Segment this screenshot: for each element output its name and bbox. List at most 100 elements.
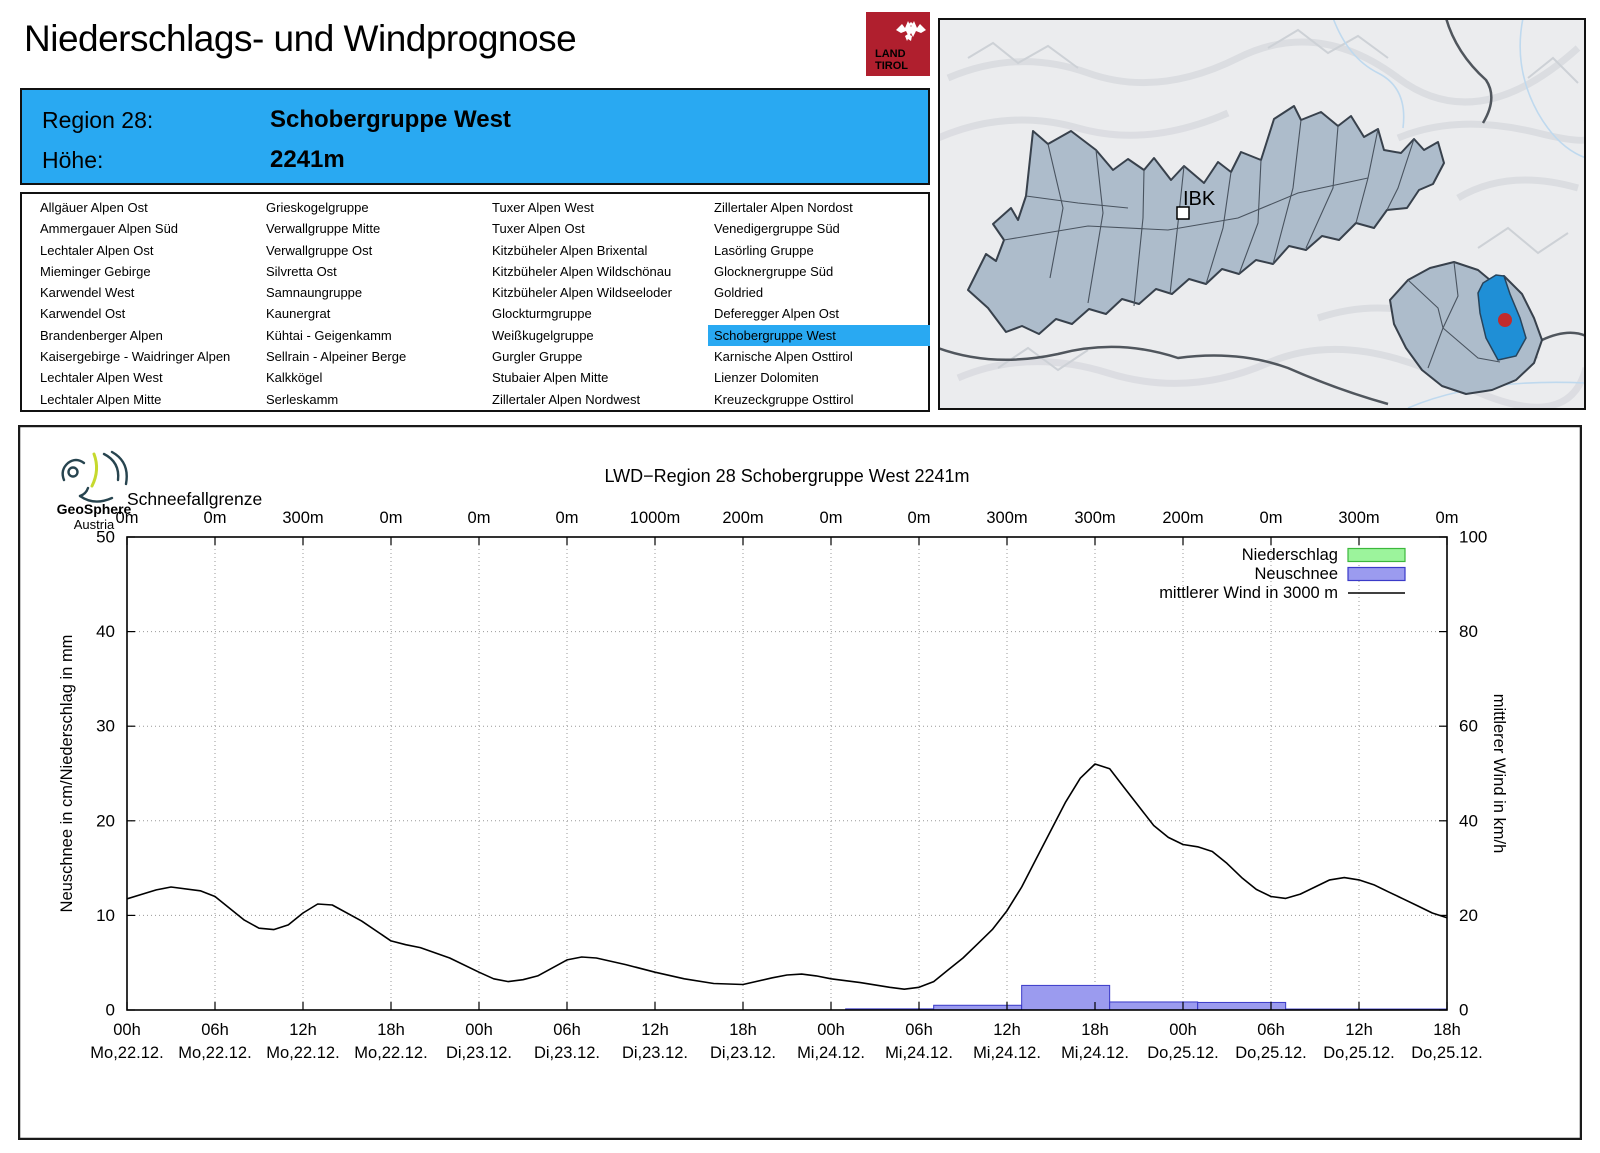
region-list-item[interactable]: Brandenberger Alpen — [40, 327, 163, 343]
region-row: Region 28: Schobergruppe West — [42, 100, 511, 140]
region-list-item[interactable]: Deferegger Alpen Ost — [714, 306, 840, 322]
region-list-item[interactable]: Glocknergruppe Süd — [714, 263, 834, 279]
tirol-region-map: IBK — [938, 18, 1586, 410]
region-list-item[interactable]: Karwendel Ost — [40, 306, 126, 322]
region-list-item[interactable]: Tuxer Alpen Ost — [492, 221, 585, 237]
x-tick-day-label: Mo,22.12. — [90, 1044, 163, 1062]
x-tick-hour-label: 00h — [1169, 1021, 1197, 1039]
x-tick-day-label: Mi,24.12. — [797, 1044, 865, 1062]
tirol-logo-text-1: LAND — [875, 48, 906, 60]
region-list-item[interactable]: Tuxer Alpen West — [492, 200, 594, 215]
land-tirol-logo: LAND TIROL — [866, 12, 930, 76]
region-list-item[interactable]: Sellrain - Alpeiner Berge — [266, 349, 407, 365]
region-list-item[interactable]: Ammergauer Alpen Süd — [40, 221, 179, 237]
ibk-city-label: IBK — [1183, 188, 1216, 210]
neuschnee-bar — [1109, 1001, 1199, 1011]
snowline-value-label: 0m — [1436, 509, 1459, 527]
snowline-value-label: 300m — [1074, 509, 1115, 527]
x-tick-day-label: Do,25.12. — [1323, 1044, 1395, 1062]
altitude-value: 2241m — [270, 146, 345, 173]
region-list-item[interactable]: Lasörling Gruppe — [714, 242, 814, 258]
x-tick-hour-label: 18h — [729, 1021, 757, 1039]
y-left-axis-title: Neuschnee in cm/Niederschlag in mm — [58, 635, 76, 913]
altitude-label: Höhe: — [42, 147, 104, 173]
x-tick-hour-label: 00h — [465, 1021, 493, 1039]
map-region-north-tirol[interactable] — [967, 105, 1445, 335]
snowline-value-label: 0m — [380, 509, 403, 527]
snowline-value-label: 1000m — [630, 509, 680, 527]
map-border — [938, 18, 1586, 410]
plot-border — [126, 536, 1448, 1011]
region-list-column-3: Tuxer Alpen West Tuxer Alpen Ost Kitzbühel… — [486, 197, 702, 410]
region-list-item[interactable]: Kitzbüheler Alpen Wildschönau — [492, 263, 672, 279]
region-list-column-1: Allgäuer Alpen Ost Ammergauer Alpen Süd Le… — [34, 197, 254, 410]
region-list-item[interactable]: Verwallgruppe Ost — [266, 242, 373, 258]
region-list-item[interactable]: Lechtaler Alpen West — [40, 370, 163, 386]
region-list-item[interactable]: Kreuzeckgruppe Osttirol — [714, 391, 854, 407]
snowline-value-label: 0m — [1260, 509, 1283, 527]
region-list-item[interactable]: Allgäuer Alpen Ost — [40, 200, 148, 215]
region-list-item[interactable]: Mieminger Gebirge — [40, 263, 151, 279]
region-list-item[interactable]: Grieskogelgruppe — [266, 200, 369, 215]
region-list-item[interactable]: Zillertaler Alpen Nordwest — [492, 391, 641, 407]
region-list: Allgäuer Alpen Ost Ammergauer Alpen Süd Le… — [20, 192, 930, 412]
y-left-tick-label: 10 — [96, 906, 115, 925]
snowline-value-label: 300m — [282, 509, 323, 527]
x-tick-day-label: Do,25.12. — [1147, 1044, 1219, 1062]
region-list-column-2: Grieskogelgruppe Verwallgruppe Mitte Verwa… — [260, 197, 480, 410]
tirol-logo-text-2: TIROL — [875, 60, 908, 72]
region-list-item-selected[interactable]: Schobergruppe West — [708, 324, 930, 347]
region-list-item[interactable]: Kühtai - Geigenkamm — [266, 327, 392, 343]
region-list-item[interactable]: Verwallgruppe Mitte — [266, 221, 381, 237]
x-tick-hour-label: 00h — [113, 1021, 141, 1039]
x-tick-hour-label: 00h — [817, 1021, 845, 1039]
region-list-item[interactable]: Karnische Alpen Osttirol — [714, 349, 853, 365]
region-list-item[interactable]: Silvretta Ost — [266, 263, 337, 279]
region-list-item[interactable]: Karwendel West — [40, 285, 135, 301]
region-list-item[interactable]: Lechtaler Alpen Ost — [40, 242, 154, 258]
terrain-relief — [938, 38, 1586, 410]
legend-key-box — [1347, 566, 1406, 582]
plot-background — [127, 537, 1447, 1010]
y-right-axis-title: mittlerer Wind in km/h — [1490, 694, 1508, 854]
x-tick-day-label: Mo,22.12. — [266, 1044, 339, 1062]
x-tick-hour-label: 12h — [641, 1021, 669, 1039]
region-list-item[interactable]: Weißkugelgruppe — [492, 327, 594, 343]
region-list-item[interactable]: Venedigergruppe Süd — [714, 221, 840, 237]
y-right-tick-label: 80 — [1459, 622, 1478, 641]
snowline-value-label: 200m — [1162, 509, 1203, 527]
altitude-row: Höhe: 2241m — [42, 140, 345, 180]
legend-label: Niederschlag — [1242, 546, 1338, 564]
x-tick-day-label: Di,23.12. — [710, 1044, 776, 1062]
x-tick-hour-label: 12h — [289, 1021, 317, 1039]
geosphere-austria-logo: GeoSphere Austria — [57, 450, 132, 532]
region-list-item[interactable]: Kitzbüheler Alpen Wildseeloder — [492, 285, 672, 301]
geosphere-icon — [61, 450, 128, 503]
region-list-item[interactable]: Zillertaler Alpen Nordost — [714, 200, 853, 215]
region-list-item[interactable]: Kitzbüheler Alpen Brixental — [492, 242, 648, 258]
y-left-tick-label: 50 — [96, 528, 115, 547]
y-right-tick-label: 0 — [1459, 1001, 1468, 1020]
neuschnee-bar — [1021, 984, 1111, 1011]
region-list-item[interactable]: Lienzer Dolomiten — [714, 370, 819, 386]
legend-label: mittlerer Wind in 3000 m — [1159, 584, 1338, 602]
y-right-tick-label: 60 — [1459, 717, 1478, 736]
region-list-item[interactable]: Kaisergebirge - Waidringer Alpen — [40, 349, 231, 365]
station-marker-dot — [1498, 313, 1512, 327]
y-left-tick-label: 40 — [96, 622, 115, 641]
region-list-item[interactable]: Gurgler Gruppe — [492, 349, 583, 365]
snowline-value-label: 300m — [986, 509, 1027, 527]
region-list-item[interactable]: Kaunergrat — [266, 306, 331, 322]
x-tick-hour-label: 12h — [993, 1021, 1021, 1039]
geosphere-logo-text-2: Austria — [74, 517, 115, 532]
region-list-item[interactable]: Goldried — [714, 285, 764, 301]
region-list-item[interactable]: Lechtaler Alpen Mitte — [40, 391, 162, 407]
region-list-item[interactable]: Samnaungruppe — [266, 285, 363, 301]
snowline-value-label: 0m — [556, 509, 579, 527]
region-list-item[interactable]: Serleskamm — [266, 391, 339, 407]
region-name: Schobergruppe West — [270, 106, 511, 133]
region-list-item[interactable]: Stubaier Alpen Mitte — [492, 370, 609, 386]
region-list-item[interactable]: Glockturmgruppe — [492, 306, 592, 322]
region-list-item[interactable]: Kalkkögel — [266, 370, 323, 386]
tirol-logo-background — [866, 12, 930, 76]
